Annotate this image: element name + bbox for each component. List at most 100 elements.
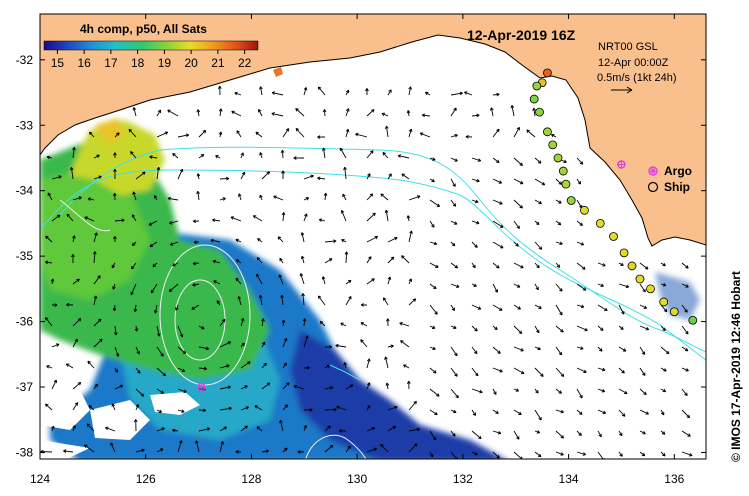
vector-shaft	[366, 382, 371, 390]
ship-track-point	[553, 153, 563, 163]
vector-head	[140, 393, 145, 397]
current-vector-arrow	[401, 255, 410, 264]
vector-head	[476, 178, 480, 183]
vector-head	[582, 452, 586, 456]
vector-head	[280, 149, 285, 154]
vector-head	[459, 91, 463, 96]
vector-shaft	[492, 241, 504, 249]
vector-shaft	[282, 128, 290, 138]
current-vector-arrow	[339, 147, 347, 159]
vector-shaft	[429, 451, 434, 458]
current-vector-arrow	[534, 325, 540, 334]
current-vector-arrow	[230, 216, 242, 222]
vector-shaft	[324, 240, 337, 243]
current-vector-arrow	[450, 346, 458, 357]
vector-head	[338, 429, 343, 433]
vector-shaft	[555, 388, 562, 394]
vector-head	[310, 174, 314, 179]
current-vector-arrow	[618, 430, 623, 437]
vector-shaft	[513, 157, 523, 166]
vector-head	[563, 159, 567, 164]
current-vector-arrow	[384, 125, 389, 138]
vector-head	[499, 224, 504, 228]
vector-shaft	[87, 360, 95, 369]
vector-head	[266, 382, 271, 386]
vector-head	[168, 288, 173, 293]
vector-shaft	[576, 199, 583, 209]
current-vector-arrow	[321, 147, 326, 159]
vector-head	[160, 390, 165, 394]
vector-shaft	[89, 131, 95, 138]
vector-head	[152, 263, 156, 268]
vector-shaft	[681, 325, 689, 335]
vector-head	[536, 264, 540, 269]
vector-head	[401, 255, 405, 259]
current-vector-arrow	[192, 261, 200, 266]
current-vector-arrow	[295, 127, 305, 138]
current-vector-arrow	[450, 133, 458, 138]
vector-shaft	[93, 175, 102, 180]
vector-head	[409, 230, 413, 234]
current-vector-arrow	[403, 364, 410, 369]
x-tick-label: 124	[30, 472, 50, 486]
current-vector-arrow	[660, 451, 666, 457]
vector-shaft	[47, 192, 53, 201]
vector-shaft	[322, 276, 326, 285]
current-vector-arrow	[219, 318, 226, 327]
vector-shaft	[260, 86, 263, 96]
current-vector-arrow	[261, 341, 266, 348]
vector-head	[172, 428, 176, 433]
vector-shaft	[429, 262, 439, 268]
current-vector-arrow	[492, 157, 500, 164]
vector-head	[65, 363, 70, 367]
vector-head	[196, 190, 200, 195]
vector-shaft	[400, 340, 410, 348]
current-vector-arrow	[132, 107, 137, 117]
vector-head	[255, 131, 259, 136]
vector-head	[345, 128, 350, 133]
vector-head	[645, 326, 650, 331]
current-vector-arrow	[50, 278, 55, 285]
vector-shaft	[256, 273, 263, 285]
current-vector-arrow	[257, 238, 263, 243]
plot-frame	[39, 13, 707, 460]
vector-head	[517, 306, 521, 310]
vector-shaft	[429, 241, 437, 245]
current-vector-arrow	[408, 427, 421, 432]
x-tick-label: 134	[559, 472, 579, 486]
vector-head	[406, 380, 411, 385]
vector-head	[97, 275, 101, 279]
vector-head	[382, 152, 386, 156]
vector-head	[621, 370, 625, 374]
current-vector-arrow	[169, 220, 179, 225]
vector-head	[169, 242, 174, 246]
current-vector-arrow	[72, 382, 82, 390]
current-vector-arrow	[681, 409, 691, 419]
current-vector-arrow	[343, 166, 347, 180]
vector-shaft	[113, 304, 116, 311]
vector-shaft	[212, 260, 221, 264]
current-vector-arrow	[492, 325, 498, 331]
current-vector-arrow	[261, 318, 265, 327]
current-vector-arrow	[72, 278, 80, 285]
vector-shaft	[555, 346, 563, 356]
vector-shaft	[72, 318, 82, 327]
current-vector-arrow	[513, 388, 520, 392]
current-vector-arrow	[471, 262, 476, 269]
current-vector-arrow	[492, 92, 500, 97]
vector-head	[53, 379, 57, 384]
vector-shaft	[282, 382, 290, 390]
vector-head	[339, 147, 344, 152]
vector-shaft	[681, 430, 691, 437]
vector-shaft	[282, 404, 288, 411]
vector-shaft	[300, 273, 305, 285]
vector-head	[454, 133, 458, 138]
vector-head	[303, 87, 308, 91]
current-vector-arrow	[293, 384, 305, 390]
current-vector-arrow	[387, 236, 398, 243]
current-vector-arrow	[429, 199, 441, 207]
current-vector-arrow	[597, 304, 608, 312]
current-vector-arrow	[429, 430, 437, 441]
current-vector-arrow	[513, 220, 520, 229]
vector-head	[360, 303, 364, 307]
